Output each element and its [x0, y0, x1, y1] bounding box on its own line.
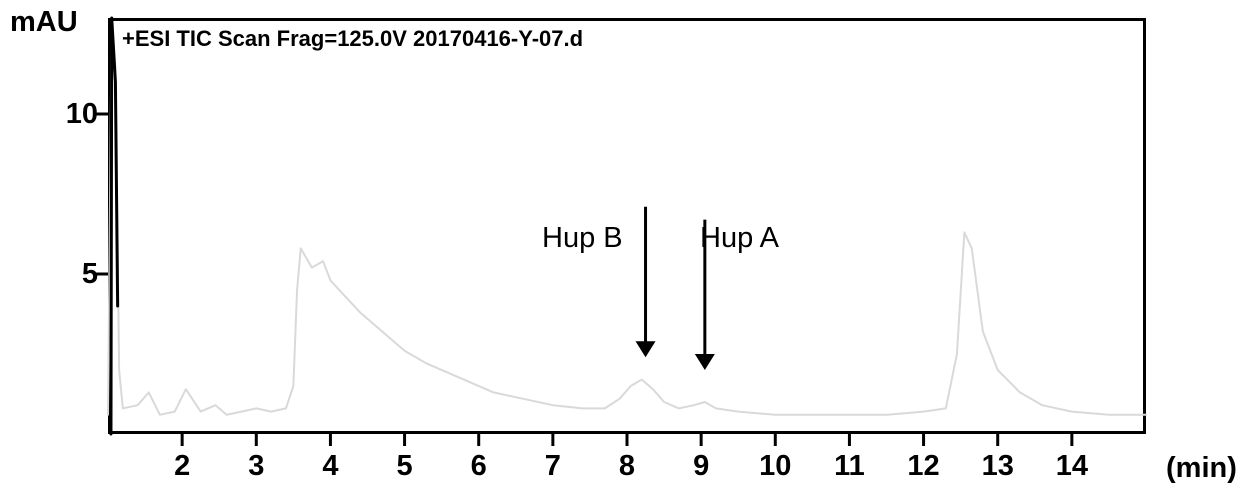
x-axis-label: (min) [1166, 452, 1237, 485]
x-tick-label: 14 [1056, 450, 1088, 483]
x-tick-label: 5 [396, 450, 412, 483]
chromatogram-chart: mAU +ESI TIC Scan Frag=125.0V 20170416-Y… [0, 0, 1240, 504]
y-tick-label: 10 [66, 98, 98, 131]
annotation-hup-a: Hup A [700, 222, 779, 255]
x-tick-label: 7 [545, 450, 561, 483]
x-tick-label: 3 [248, 450, 264, 483]
plot-area [108, 18, 1146, 434]
x-tick-label: 2 [174, 450, 190, 483]
x-tick-label: 12 [907, 450, 939, 483]
x-tick-label: 4 [322, 450, 338, 483]
y-axis-label: mAU [10, 6, 78, 39]
y-tick-label: 5 [82, 258, 98, 291]
x-tick-label: 9 [693, 450, 709, 483]
scan-header: +ESI TIC Scan Frag=125.0V 20170416-Y-07.… [122, 26, 583, 52]
x-tick-label: 8 [619, 450, 635, 483]
x-tick-label: 11 [834, 450, 865, 483]
x-tick-label: 13 [982, 450, 1014, 483]
x-tick-label: 10 [759, 450, 791, 483]
x-tick-label: 6 [471, 450, 487, 483]
annotation-hup-b: Hup B [542, 222, 623, 255]
